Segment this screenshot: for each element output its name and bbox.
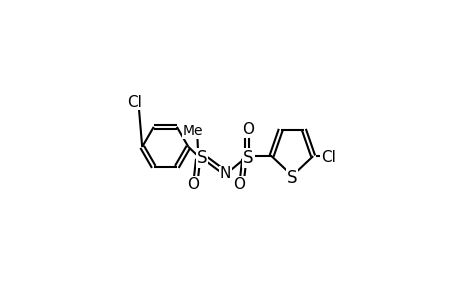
Text: S: S: [196, 149, 207, 167]
Text: Cl: Cl: [126, 95, 141, 110]
Text: S: S: [243, 149, 253, 167]
Text: Me: Me: [182, 124, 203, 138]
Text: S: S: [286, 169, 297, 187]
Text: O: O: [242, 122, 254, 137]
Text: Cl: Cl: [320, 150, 335, 165]
Text: O: O: [187, 177, 199, 192]
Text: N: N: [219, 166, 230, 181]
Text: O: O: [233, 177, 245, 192]
